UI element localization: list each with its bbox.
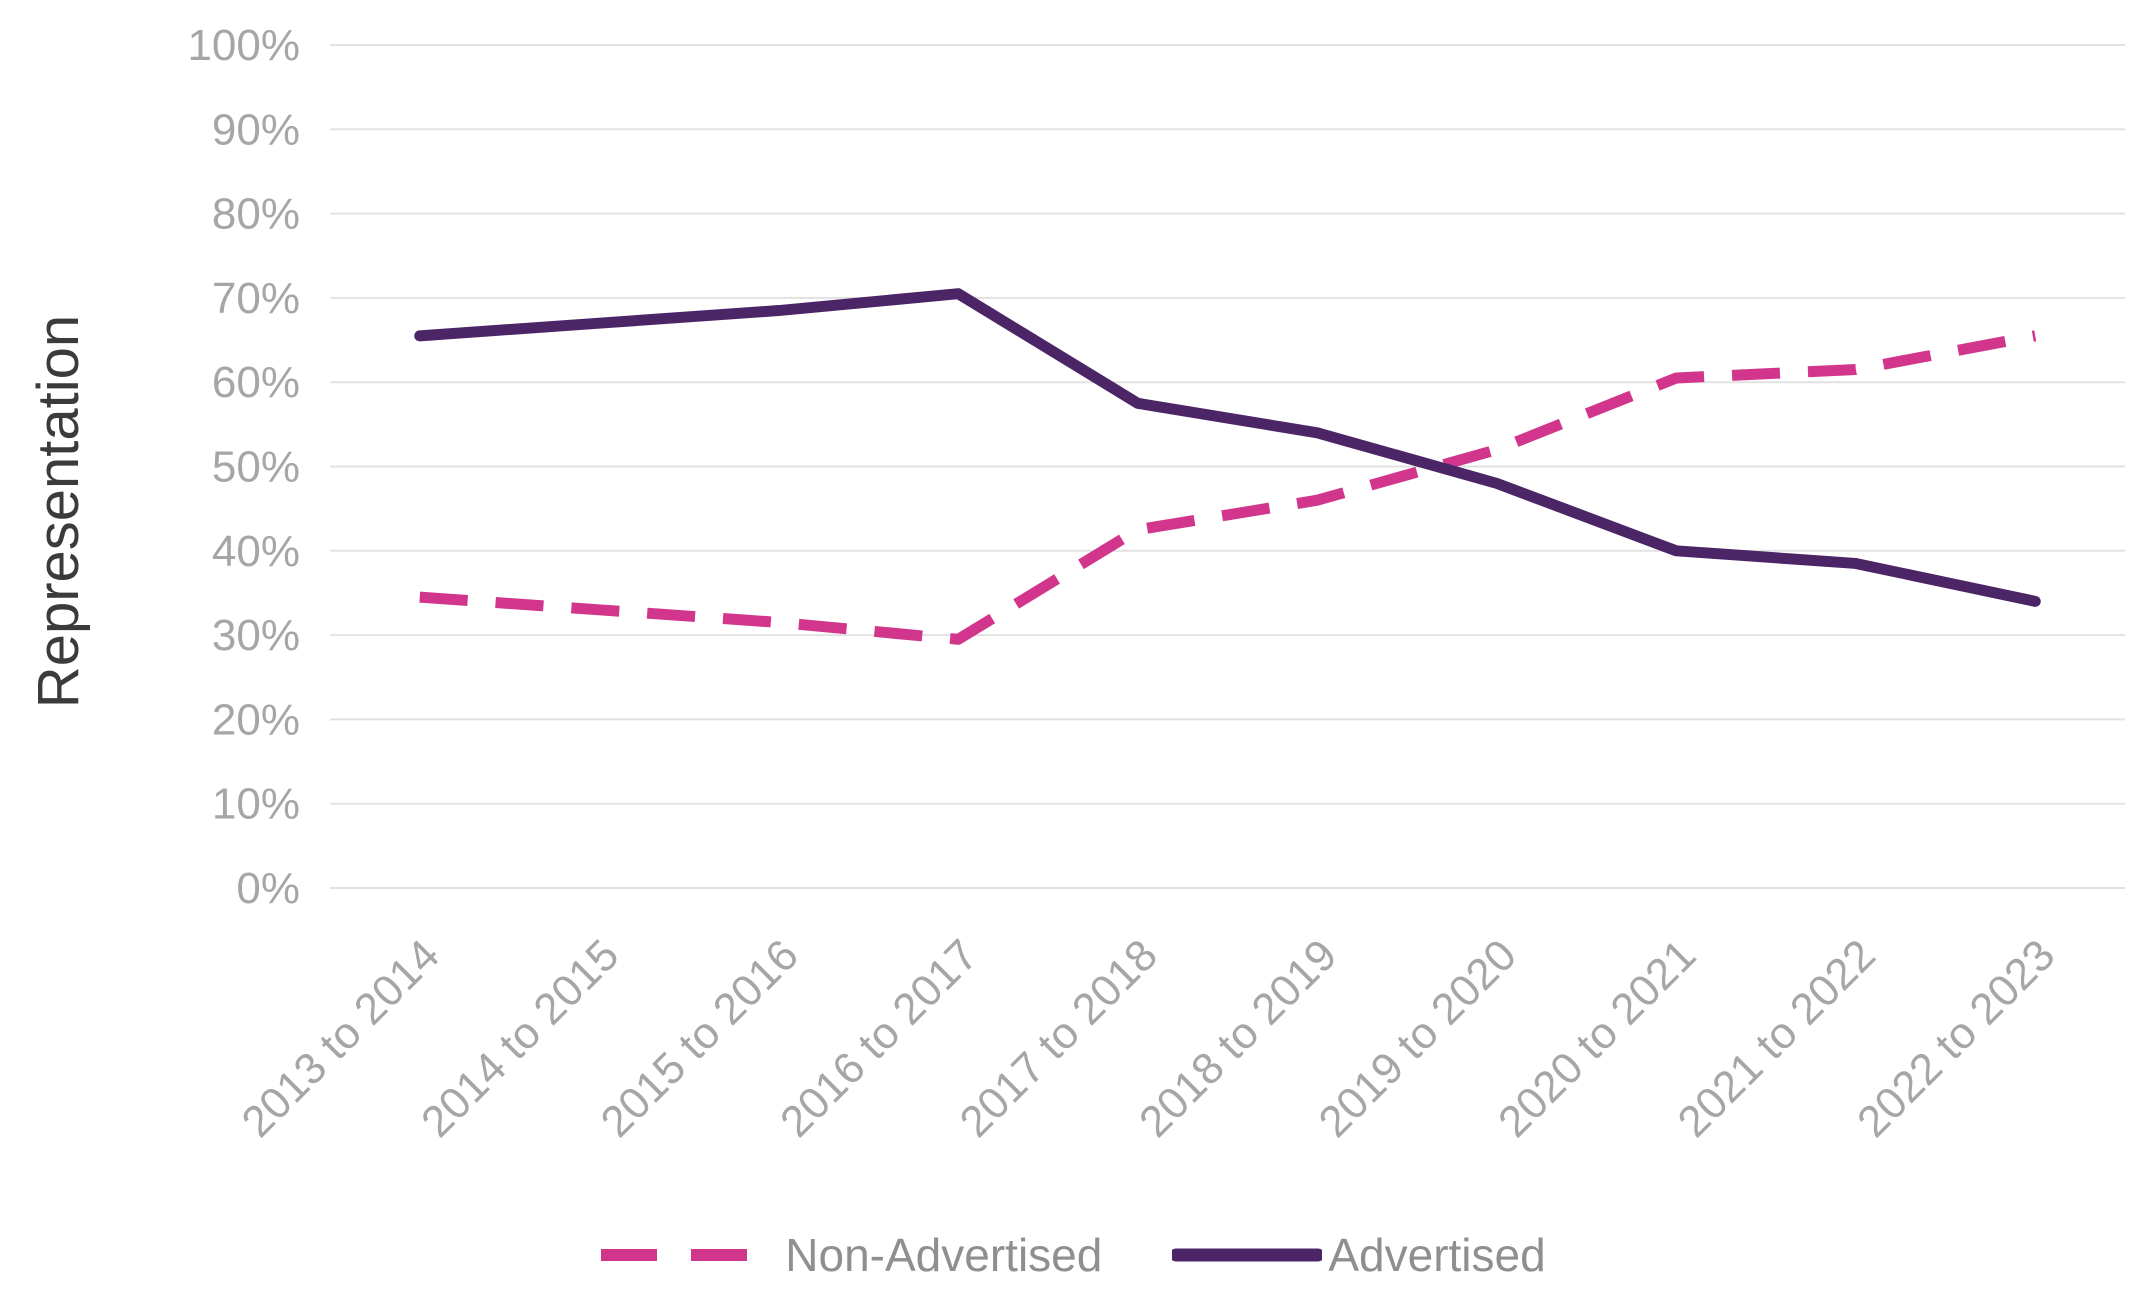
legend-item-non-advertised: Non-Advertised [599, 1228, 1102, 1282]
legend-label-advertised: Advertised [1328, 1229, 1546, 1281]
y-tick-label: 20% [212, 695, 300, 744]
y-tick-label: 30% [212, 611, 300, 660]
series-line-non-advertised [419, 330, 2037, 645]
y-tick-label: 40% [212, 527, 300, 576]
chart-legend: Non-Advertised Advertised [0, 1228, 2145, 1282]
y-tick-label: 10% [212, 780, 300, 829]
y-tick-label: 90% [212, 105, 300, 154]
legend-line-dashed-icon [601, 1249, 778, 1261]
y-tick-label: 70% [212, 274, 300, 323]
y-tick-label: 80% [212, 190, 300, 239]
y-axis-title: Representation [26, 315, 91, 708]
series-line-advertised [414, 288, 2041, 607]
legend-label-non-advertised: Non-Advertised [785, 1229, 1103, 1281]
y-tick-label: 0% [236, 864, 300, 913]
y-tick-label: 60% [212, 358, 300, 407]
legend-line-solid-icon [1172, 1248, 1323, 1262]
legend-item-advertised: Advertised [1172, 1228, 1546, 1282]
y-tick-label: 100% [187, 21, 300, 70]
y-tick-label: 50% [212, 443, 300, 492]
